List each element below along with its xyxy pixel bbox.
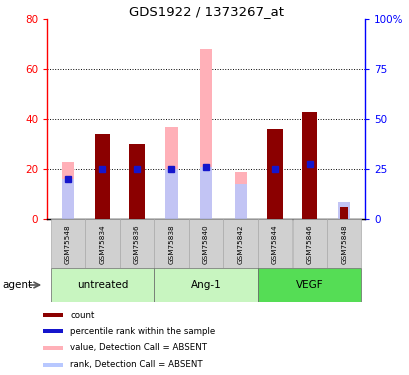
- Bar: [43, 313, 63, 317]
- Text: rank, Detection Call = ABSENT: rank, Detection Call = ABSENT: [70, 360, 202, 369]
- Bar: [189, 219, 222, 268]
- Bar: [154, 268, 257, 302]
- Bar: [257, 219, 292, 268]
- Bar: [85, 219, 119, 268]
- Bar: [339, 207, 348, 219]
- Bar: [43, 329, 63, 333]
- Bar: [154, 219, 188, 268]
- Text: GSM75548: GSM75548: [65, 224, 71, 264]
- Bar: [234, 172, 246, 219]
- Bar: [257, 268, 360, 302]
- Bar: [234, 184, 246, 219]
- Text: untreated: untreated: [76, 280, 128, 290]
- Bar: [43, 363, 63, 367]
- Text: GSM75844: GSM75844: [272, 224, 277, 264]
- Bar: [267, 129, 282, 219]
- Bar: [51, 219, 85, 268]
- Bar: [200, 167, 211, 219]
- Bar: [292, 219, 326, 268]
- Text: GSM75834: GSM75834: [99, 224, 105, 264]
- Text: percentile rank within the sample: percentile rank within the sample: [70, 327, 215, 336]
- Text: GSM75838: GSM75838: [168, 224, 174, 264]
- Text: value, Detection Call = ABSENT: value, Detection Call = ABSENT: [70, 344, 207, 352]
- Bar: [326, 219, 360, 268]
- Bar: [165, 127, 177, 219]
- Bar: [62, 162, 74, 219]
- Bar: [94, 134, 110, 219]
- Bar: [62, 179, 74, 219]
- Text: VEGF: VEGF: [295, 280, 323, 290]
- Bar: [200, 49, 211, 219]
- Text: GSM75836: GSM75836: [134, 224, 139, 264]
- Text: count: count: [70, 310, 94, 320]
- Text: Ang-1: Ang-1: [190, 280, 221, 290]
- Bar: [51, 268, 154, 302]
- Text: GSM75846: GSM75846: [306, 224, 312, 264]
- Bar: [223, 219, 257, 268]
- Bar: [129, 144, 144, 219]
- Bar: [119, 219, 154, 268]
- Bar: [337, 202, 349, 219]
- Bar: [43, 346, 63, 350]
- Bar: [337, 202, 349, 219]
- Title: GDS1922 / 1373267_at: GDS1922 / 1373267_at: [128, 4, 283, 18]
- Text: agent: agent: [2, 280, 32, 290]
- Text: GSM75848: GSM75848: [340, 224, 346, 264]
- Bar: [301, 111, 317, 219]
- Text: GSM75840: GSM75840: [202, 224, 209, 264]
- Bar: [165, 169, 177, 219]
- Text: GSM75842: GSM75842: [237, 224, 243, 264]
